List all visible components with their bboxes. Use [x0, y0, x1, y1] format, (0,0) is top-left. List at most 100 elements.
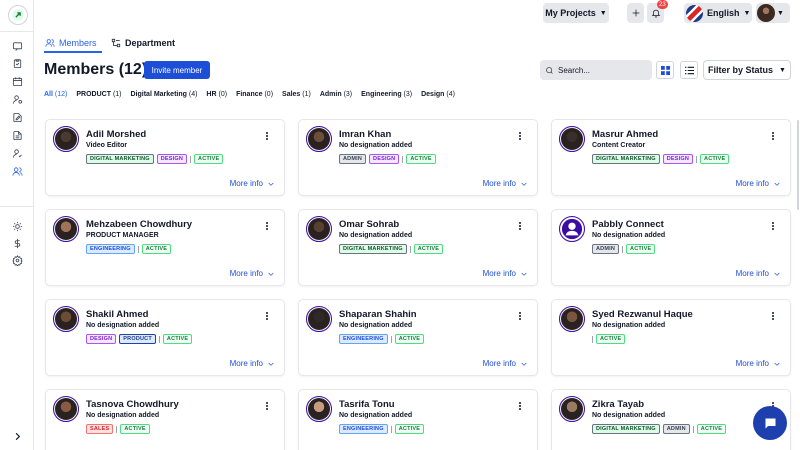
list-view-button[interactable] — [680, 61, 698, 79]
invite-member-button[interactable]: Invite member — [144, 61, 210, 79]
tag-divider — [402, 155, 404, 163]
filter-all[interactable]: All (12) — [44, 91, 67, 98]
sun-icon[interactable] — [10, 219, 24, 233]
avatar — [757, 4, 775, 22]
pabbly-logo[interactable] — [8, 5, 28, 25]
more-options-icon[interactable] — [770, 220, 776, 232]
filter-by-status-button[interactable]: Filter by Status ▼ — [703, 60, 791, 80]
tag-divider — [622, 245, 624, 253]
member-name: Pabbly Connect — [592, 219, 664, 230]
more-options-icon[interactable] — [770, 130, 776, 142]
filter-finance[interactable]: Finance (0) — [236, 91, 273, 98]
avatar — [306, 396, 332, 422]
member-card[interactable]: Mehzabeen Chowdhury PRODUCT MANAGER ENGINE… — [45, 209, 285, 286]
more-info-button[interactable]: More info — [736, 359, 781, 368]
users-icon[interactable] — [10, 164, 24, 178]
more-info-button[interactable]: More info — [230, 359, 275, 368]
filter-label: All — [44, 91, 53, 98]
more-info-button[interactable]: More info — [483, 269, 528, 278]
filter-digital-marketing[interactable]: Digital Marketing (4) — [131, 91, 198, 98]
more-info-button[interactable]: More info — [736, 179, 781, 188]
member-designation: No designation added — [339, 412, 413, 419]
member-tags: ENGINEERING ACTIVE — [339, 424, 425, 434]
filter-label: Filter by Status — [708, 65, 774, 75]
more-info-button[interactable]: More info — [736, 269, 781, 278]
user-settings-icon[interactable] — [10, 92, 24, 106]
filter-label: Sales — [282, 91, 301, 98]
department-filters: All (12) PRODUCT (1) Digital Marketing (4)… — [44, 91, 455, 98]
dollar-icon[interactable] — [10, 236, 24, 250]
search-box[interactable] — [540, 60, 652, 80]
user-check-icon[interactable] — [10, 146, 24, 160]
tag-divider — [158, 335, 160, 343]
department-badge: DIGITAL MARKETING — [339, 244, 407, 254]
more-info-label: More info — [735, 269, 769, 278]
filter-product[interactable]: PRODUCT (1) — [76, 91, 121, 98]
gear-icon[interactable] — [10, 253, 24, 267]
tab-members-label: Members — [59, 38, 97, 48]
filter-admin[interactable]: Admin (3) — [320, 91, 352, 98]
status-badge: ACTIVE — [162, 334, 193, 344]
filter-count: (0) — [218, 91, 228, 98]
more-options-icon[interactable] — [264, 130, 270, 142]
tab-department[interactable]: Department — [111, 35, 175, 51]
filter-engineering[interactable]: Engineering (3) — [361, 91, 412, 98]
more-options-icon[interactable] — [517, 130, 523, 142]
member-designation: No designation added — [592, 232, 666, 239]
more-info-button[interactable]: More info — [230, 269, 275, 278]
more-info-button[interactable]: More info — [483, 359, 528, 368]
user-menu-button[interactable]: ▼ — [756, 3, 790, 23]
filter-sales[interactable]: Sales (1) — [282, 91, 311, 98]
more-options-icon[interactable] — [517, 220, 523, 232]
more-info-button[interactable]: More info — [230, 179, 275, 188]
edit-document-icon[interactable] — [10, 110, 24, 124]
add-button[interactable] — [627, 3, 644, 23]
filter-hr[interactable]: HR (0) — [206, 91, 227, 98]
more-options-icon[interactable] — [517, 400, 523, 412]
member-tags: ACTIVE — [592, 334, 626, 344]
chat-bubble-icon — [765, 418, 775, 428]
more-info-button[interactable]: More info — [483, 179, 528, 188]
document-icon[interactable] — [10, 128, 24, 142]
tab-members[interactable]: Members — [45, 35, 97, 51]
chat-icon[interactable] — [10, 39, 24, 53]
page-title: Members (12) — [44, 61, 148, 78]
member-card[interactable]: Tasnova Chowdhury No designation added SAL… — [45, 389, 285, 450]
member-card[interactable]: Shakil Ahmed No designation added DESIGN PR… — [45, 299, 285, 376]
more-options-icon[interactable] — [264, 220, 270, 232]
more-options-icon[interactable] — [517, 310, 523, 322]
clipboard-icon[interactable] — [10, 56, 24, 70]
member-designation: No designation added — [339, 232, 413, 239]
my-projects-button[interactable]: My Projects ▼ — [543, 3, 609, 23]
plus-icon — [632, 9, 639, 17]
calendar-icon[interactable] — [10, 74, 24, 88]
more-options-icon[interactable] — [264, 310, 270, 322]
more-options-icon[interactable] — [770, 310, 776, 322]
member-card[interactable]: Omar Sohrab No designation added DIGITAL M… — [298, 209, 538, 286]
member-card[interactable]: Masrur Ahmed Content Creator DIGITAL MARKE… — [551, 119, 791, 196]
member-card[interactable]: Pabbly Connect No designation added ADMIN A… — [551, 209, 791, 286]
member-tags: DESIGN PRODUCT ACTIVE — [86, 334, 193, 344]
more-options-icon[interactable] — [264, 400, 270, 412]
chevron-right-icon[interactable] — [10, 429, 24, 443]
filter-design[interactable]: Design (4) — [421, 91, 455, 98]
member-card[interactable]: Syed Rezwanul Haque No designation added A… — [551, 299, 791, 376]
member-card[interactable]: Adil Morshed Video Editor DIGITAL MARKETIN… — [45, 119, 285, 196]
member-card[interactable]: Imran Khan No designation added ADMIN DESIG… — [298, 119, 538, 196]
sitemap-icon — [111, 38, 121, 48]
chat-support-button[interactable] — [753, 406, 787, 440]
grid-view-button[interactable] — [656, 61, 674, 79]
avatar — [559, 396, 585, 422]
member-card[interactable]: Tasrifa Tonu No designation added ENGINEER… — [298, 389, 538, 450]
chevron-down-icon — [774, 272, 780, 276]
member-card[interactable]: Zikra Tayab No designation added DIGITAL M… — [551, 389, 791, 450]
filter-label: Digital Marketing — [130, 91, 187, 98]
tag-divider — [696, 155, 698, 163]
member-card[interactable]: Shaparan Shahin No designation added ENGIN… — [298, 299, 538, 376]
search-input[interactable] — [558, 65, 648, 75]
chevron-down-icon — [268, 182, 274, 186]
member-tags: ADMIN DESIGN ACTIVE — [339, 154, 436, 164]
language-selector[interactable]: English ▼ — [684, 3, 752, 23]
department-badge: DIGITAL MARKETING — [86, 154, 154, 164]
scrollbar[interactable] — [797, 120, 799, 210]
